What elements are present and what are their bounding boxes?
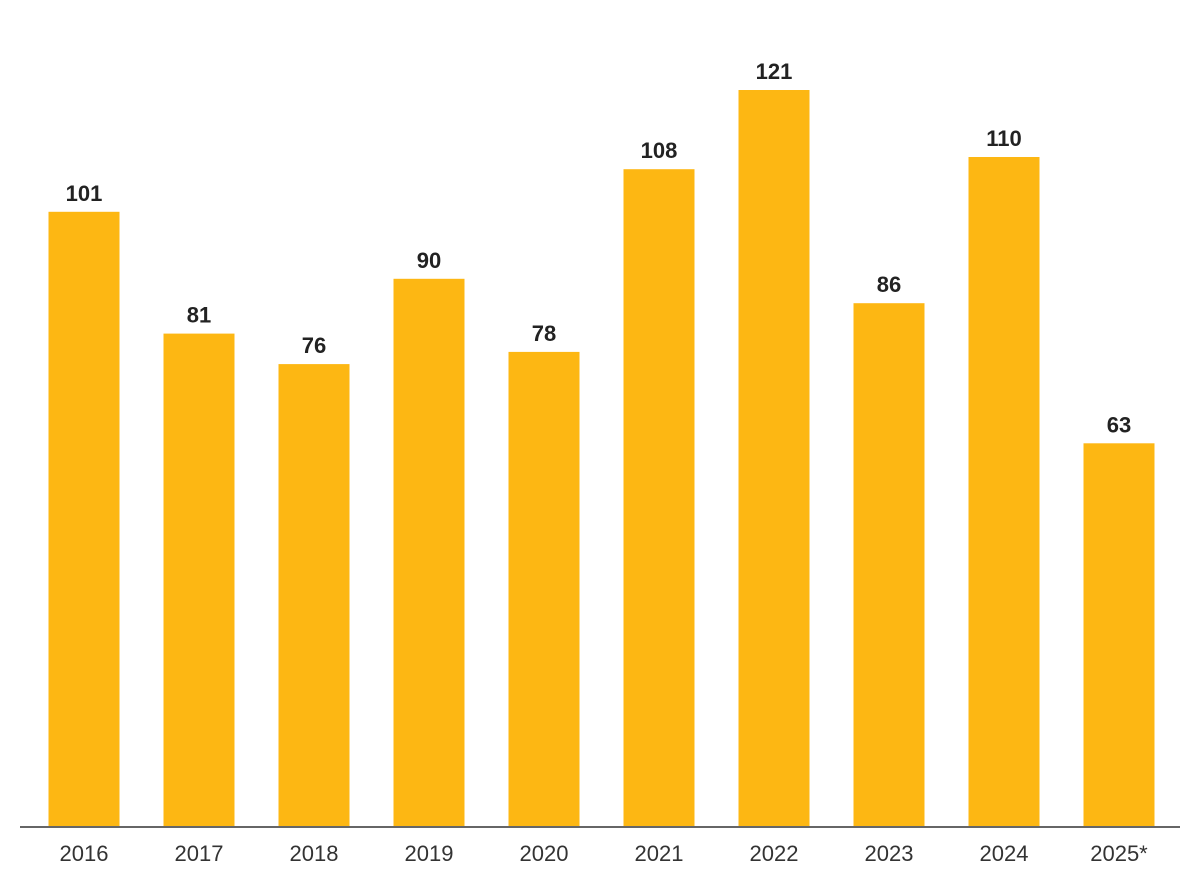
bar-2023: [853, 303, 925, 827]
bar-2019: [393, 278, 465, 827]
data-label-2024: 110: [986, 126, 1022, 151]
x-tick-label-2016: 2016: [60, 841, 109, 866]
data-label-2023: 86: [877, 272, 901, 297]
data-label-2017: 81: [187, 303, 211, 328]
x-tick-label-2023: 2023: [865, 841, 914, 866]
data-label-2021: 108: [641, 138, 678, 163]
data-label-2025*: 63: [1107, 412, 1131, 437]
x-tick-label-2018: 2018: [290, 841, 339, 866]
data-label-2016: 101: [66, 181, 103, 206]
bar-2021: [623, 169, 695, 827]
bars-layer: [48, 90, 1155, 828]
bar-2018: [278, 364, 350, 827]
data-label-2018: 76: [302, 333, 326, 358]
bar-2017: [163, 333, 235, 827]
bar-2025*: [1083, 443, 1155, 827]
bar-2016: [48, 211, 120, 828]
bar-2020: [508, 351, 580, 827]
x-tick-label-2020: 2020: [520, 841, 569, 866]
x-tick-label-2017: 2017: [175, 841, 224, 866]
data-label-2020: 78: [532, 321, 556, 346]
x-tick-label-2024: 2024: [980, 841, 1029, 866]
x-tick-labels-layer: 2016 2017 2018 2019 2020 2021 2022 2023 2024 2025…: [60, 841, 1149, 866]
x-tick-label-2022: 2022: [750, 841, 799, 866]
bar-2022: [738, 90, 810, 827]
x-tick-label-2025*: 2025*: [1090, 841, 1148, 866]
x-tick-label-2019: 2019: [405, 841, 454, 866]
x-tick-label-2021: 2021: [635, 841, 684, 866]
bar-2024: [968, 157, 1040, 827]
data-label-2019: 90: [417, 248, 441, 273]
data-label-2022: 121: [756, 59, 793, 84]
data-labels-layer: 101 81 76 90 78 108 121 86 110 63: [66, 59, 1132, 437]
